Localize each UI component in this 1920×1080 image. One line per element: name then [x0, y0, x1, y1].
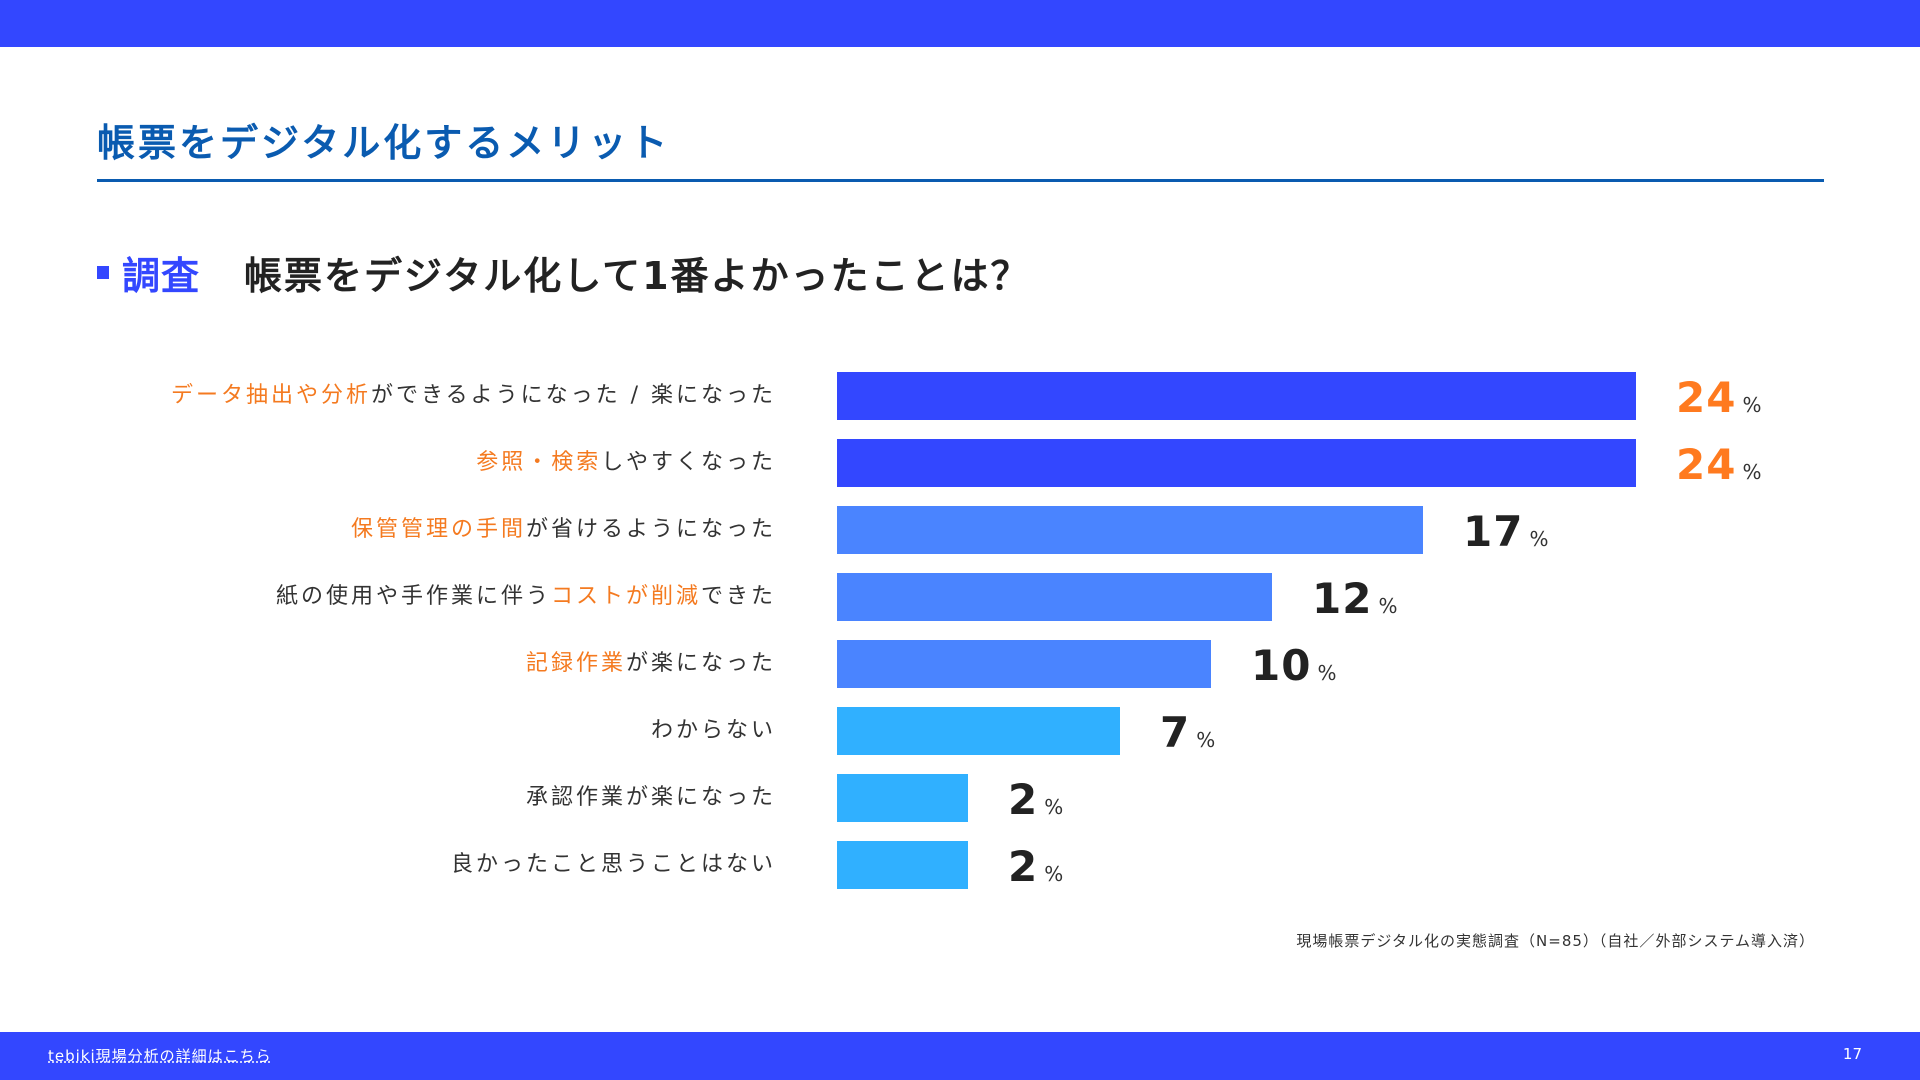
- percent-sign: %: [1317, 661, 1337, 685]
- bar-chart: データ抽出や分析ができるようになった / 楽になった 24% 参照・検索しやすくなっ…: [171, 372, 1761, 891]
- percent-sign: %: [1044, 795, 1064, 819]
- category-label: 参照・検索しやすくなった: [476, 439, 776, 487]
- value-number: 12: [1312, 574, 1373, 623]
- square-bullet-icon: [97, 265, 109, 279]
- percent-sign: %: [1742, 460, 1762, 484]
- value-label: 10%: [1251, 642, 1336, 690]
- value-number: 2: [1008, 775, 1039, 824]
- chart-source-note: 現場帳票デジタル化の実態調査（N=85）（自社／外部システム導入済）: [1296, 932, 1815, 950]
- label-highlight: データ抽出や分析: [171, 383, 372, 408]
- page-title: 帳票をデジタル化するメリット: [97, 121, 671, 165]
- label-text: わからない: [650, 718, 776, 743]
- value-label: 24%: [1676, 374, 1761, 422]
- value-label: 7%: [1160, 709, 1215, 757]
- value-label: 12%: [1312, 575, 1397, 623]
- survey-question: 帳票をデジタル化して1番よかったことは？: [244, 253, 1031, 298]
- category-label: 保管管理の手間が省けるようになった: [351, 506, 776, 554]
- label-highlight: コストが削減: [550, 584, 701, 609]
- percent-sign: %: [1742, 393, 1762, 417]
- value-label: 2%: [1008, 843, 1063, 891]
- label-highlight: 参照・検索: [476, 450, 602, 475]
- category-label: 承認作業が楽になった: [526, 774, 776, 822]
- percent-sign: %: [1529, 527, 1549, 551]
- page-number: 17: [1842, 1045, 1862, 1063]
- value-label: 17%: [1463, 508, 1548, 556]
- category-label: わからない: [651, 707, 776, 755]
- bar: [837, 439, 1636, 487]
- value-number: 10: [1251, 641, 1312, 690]
- value-number: 2: [1008, 842, 1039, 891]
- category-label: 良かったこと思うことはない: [451, 841, 776, 889]
- title-underline: [97, 179, 1824, 182]
- bar: [837, 707, 1120, 755]
- label-text: 紙の使用や手作業に伴う: [275, 584, 551, 609]
- value-number: 7: [1160, 708, 1191, 757]
- percent-sign: %: [1378, 594, 1398, 618]
- analysis-details-link[interactable]: tebiki現場分析の詳細はこちら: [48, 1047, 272, 1065]
- footer-bar: tebiki現場分析の詳細はこちら 17: [0, 1032, 1920, 1080]
- label-text: 良かったこと思うことはない: [450, 852, 776, 877]
- section-heading: 調査 帳票をデジタル化して1番よかったことは？: [97, 246, 1031, 298]
- survey-tag: 調査: [122, 253, 201, 298]
- bar: [837, 774, 968, 822]
- category-label: 記録作業が楽になった: [526, 640, 776, 688]
- bar: [837, 372, 1636, 420]
- percent-sign: %: [1044, 862, 1064, 886]
- label-text: が楽になった: [625, 651, 776, 676]
- label-text: しやすくなった: [601, 450, 776, 475]
- category-label: 紙の使用や手作業に伴うコストが削減できた: [276, 573, 776, 621]
- bar: [837, 640, 1211, 688]
- label-text: できた: [700, 584, 776, 609]
- value-number: 24: [1676, 440, 1737, 489]
- value-label: 24%: [1676, 441, 1761, 489]
- label-highlight: 保管管理の手間: [350, 517, 526, 542]
- label-highlight: 記録作業: [525, 651, 626, 676]
- value-number: 17: [1463, 507, 1524, 556]
- value-number: 24: [1676, 373, 1737, 422]
- label-text: が省けるようになった: [525, 517, 776, 542]
- label-text: 承認作業が楽になった: [525, 785, 776, 810]
- bar: [837, 573, 1272, 621]
- category-label: データ抽出や分析ができるようになった / 楽になった: [171, 372, 776, 420]
- value-label: 2%: [1008, 776, 1063, 824]
- label-text: ができるようになった / 楽になった: [371, 383, 776, 408]
- top-banner: [0, 0, 1920, 47]
- bar: [837, 506, 1423, 554]
- percent-sign: %: [1196, 728, 1216, 752]
- bar: [837, 841, 968, 889]
